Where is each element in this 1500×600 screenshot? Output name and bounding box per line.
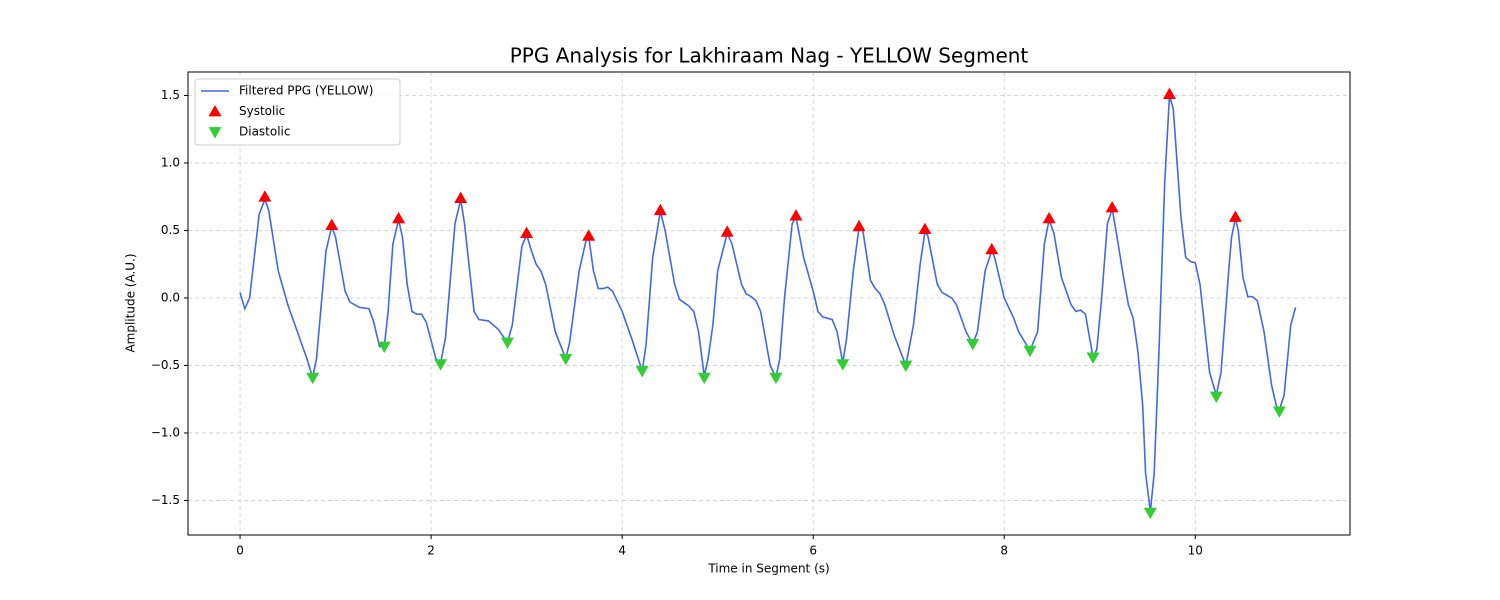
systolic-marker [852,219,866,232]
diastolic-marker [836,359,850,371]
diastolic-marker [635,365,649,378]
diastolic-marker [434,359,448,371]
legend-label: Diastolic [239,125,291,139]
y-tick-label: −0.5 [151,358,180,372]
y-tick-label: 0.5 [161,223,180,237]
systolic-marker [1105,201,1119,213]
y-axis-label: Amplitude (A.U.) [124,253,138,352]
systolic-marker [789,209,803,221]
systolic-marker [392,211,406,224]
y-tick-label: 0.0 [161,290,180,304]
x-tick-label: 2 [427,544,435,558]
chart-title: PPG Analysis for Lakhiraam Nag - YELLOW … [510,44,1029,68]
diastolic-marker [1023,345,1037,358]
legend-box [194,78,401,146]
systolic-marker [454,191,468,203]
diastolic-marker [306,372,320,385]
x-tick-label: 0 [236,544,244,558]
diastolic-marker [697,372,711,385]
diastolic-marker [377,341,391,354]
systolic-marker [325,218,339,230]
legend-swatch [208,105,222,117]
y-tick-label: 1.5 [161,88,180,102]
diastolic-marker [1209,391,1223,404]
systolic-marker [918,222,932,234]
systolic-marker [258,190,272,202]
diastolic-marker [1086,352,1100,364]
legend-swatch [208,127,222,139]
systolic-marker [720,225,734,237]
diastolic-marker [501,337,515,350]
plot-frame [187,71,1351,536]
y-tick-label: −1.0 [151,425,180,439]
y-tick-label: −1.5 [151,493,180,507]
diastolic-marker [966,338,980,351]
systolic-marker [1162,87,1176,100]
systolic-marker [582,229,596,241]
systolic-marker [653,203,667,216]
diastolic-marker [1272,406,1286,418]
diastolic-marker [559,353,573,366]
systolic-marker [520,226,534,239]
systolic-marker [1228,210,1242,222]
x-tick-label: 10 [1188,544,1203,558]
legend: Filtered PPG (YELLOW) Systolic Diastolic [194,78,401,146]
diastolic-marker [1143,507,1157,520]
systolic-marker [985,242,999,255]
legend-label: Filtered PPG (YELLOW) [239,84,373,98]
diastolic-marker [899,360,913,372]
signal-line [239,95,1297,512]
legend-label: Systolic [239,104,285,118]
x-tick-label: 8 [1000,544,1008,558]
x-tick-label: 6 [809,544,817,558]
y-tick-label: 1.0 [161,155,180,169]
x-axis-label: Time in Segment (s) [707,562,829,576]
x-tick-label: 4 [618,544,626,558]
systolic-marker [1042,211,1056,224]
diastolic-marker [769,372,783,385]
